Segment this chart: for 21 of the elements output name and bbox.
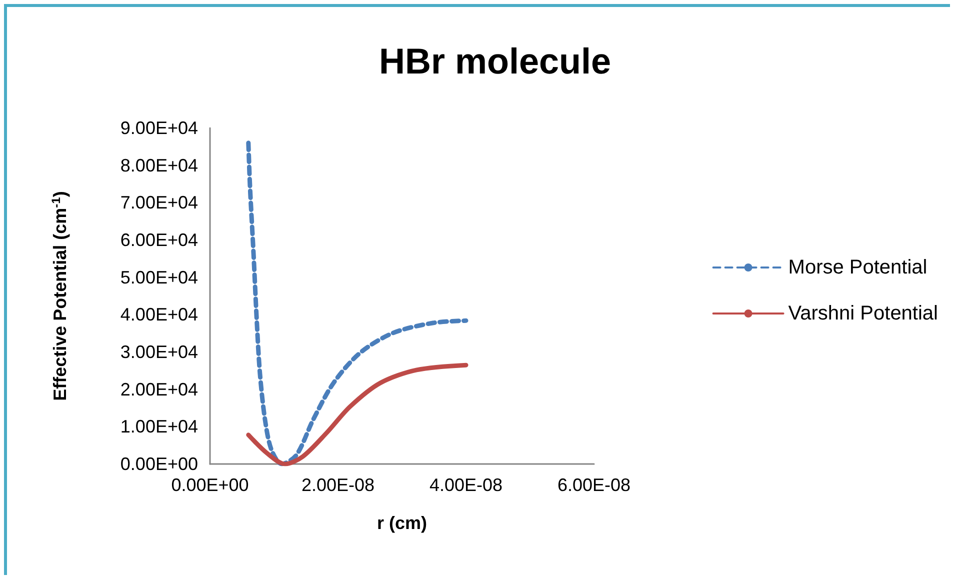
legend-label: Varshni Potential (788, 302, 938, 324)
y-axis-title: Effective Potential (cm-1) (49, 191, 70, 401)
y-tick-label: 0.00E+00 (120, 454, 198, 474)
legend-label: Morse Potential (788, 256, 928, 278)
y-tick-label: 1.00E+04 (120, 416, 198, 437)
line-series (246, 362, 468, 466)
y-tick-label: 5.00E+04 (120, 267, 198, 288)
x-tick-label: 6.00E-08 (557, 475, 631, 495)
x-tick-label: 0.00E+00 (171, 475, 249, 495)
chart-title: HBr molecule (378, 40, 612, 82)
y-tick-label: 4.00E+04 (120, 304, 198, 325)
x-tick-label: 2.00E-08 (301, 475, 375, 495)
y-tick-label: 8.00E+04 (120, 155, 198, 176)
line-series (246, 140, 468, 466)
x-axis-title: r (cm) (376, 513, 428, 533)
y-tick-label: 9.00E+04 (120, 118, 198, 138)
y-tick-label: 6.00E+04 (120, 230, 198, 250)
y-tick-label: 3.00E+04 (120, 342, 198, 362)
x-tick-label: 4.00E-08 (429, 475, 503, 495)
y-tick-label: 2.00E+04 (120, 379, 198, 400)
y-tick-label: 7.00E+04 (120, 192, 198, 213)
